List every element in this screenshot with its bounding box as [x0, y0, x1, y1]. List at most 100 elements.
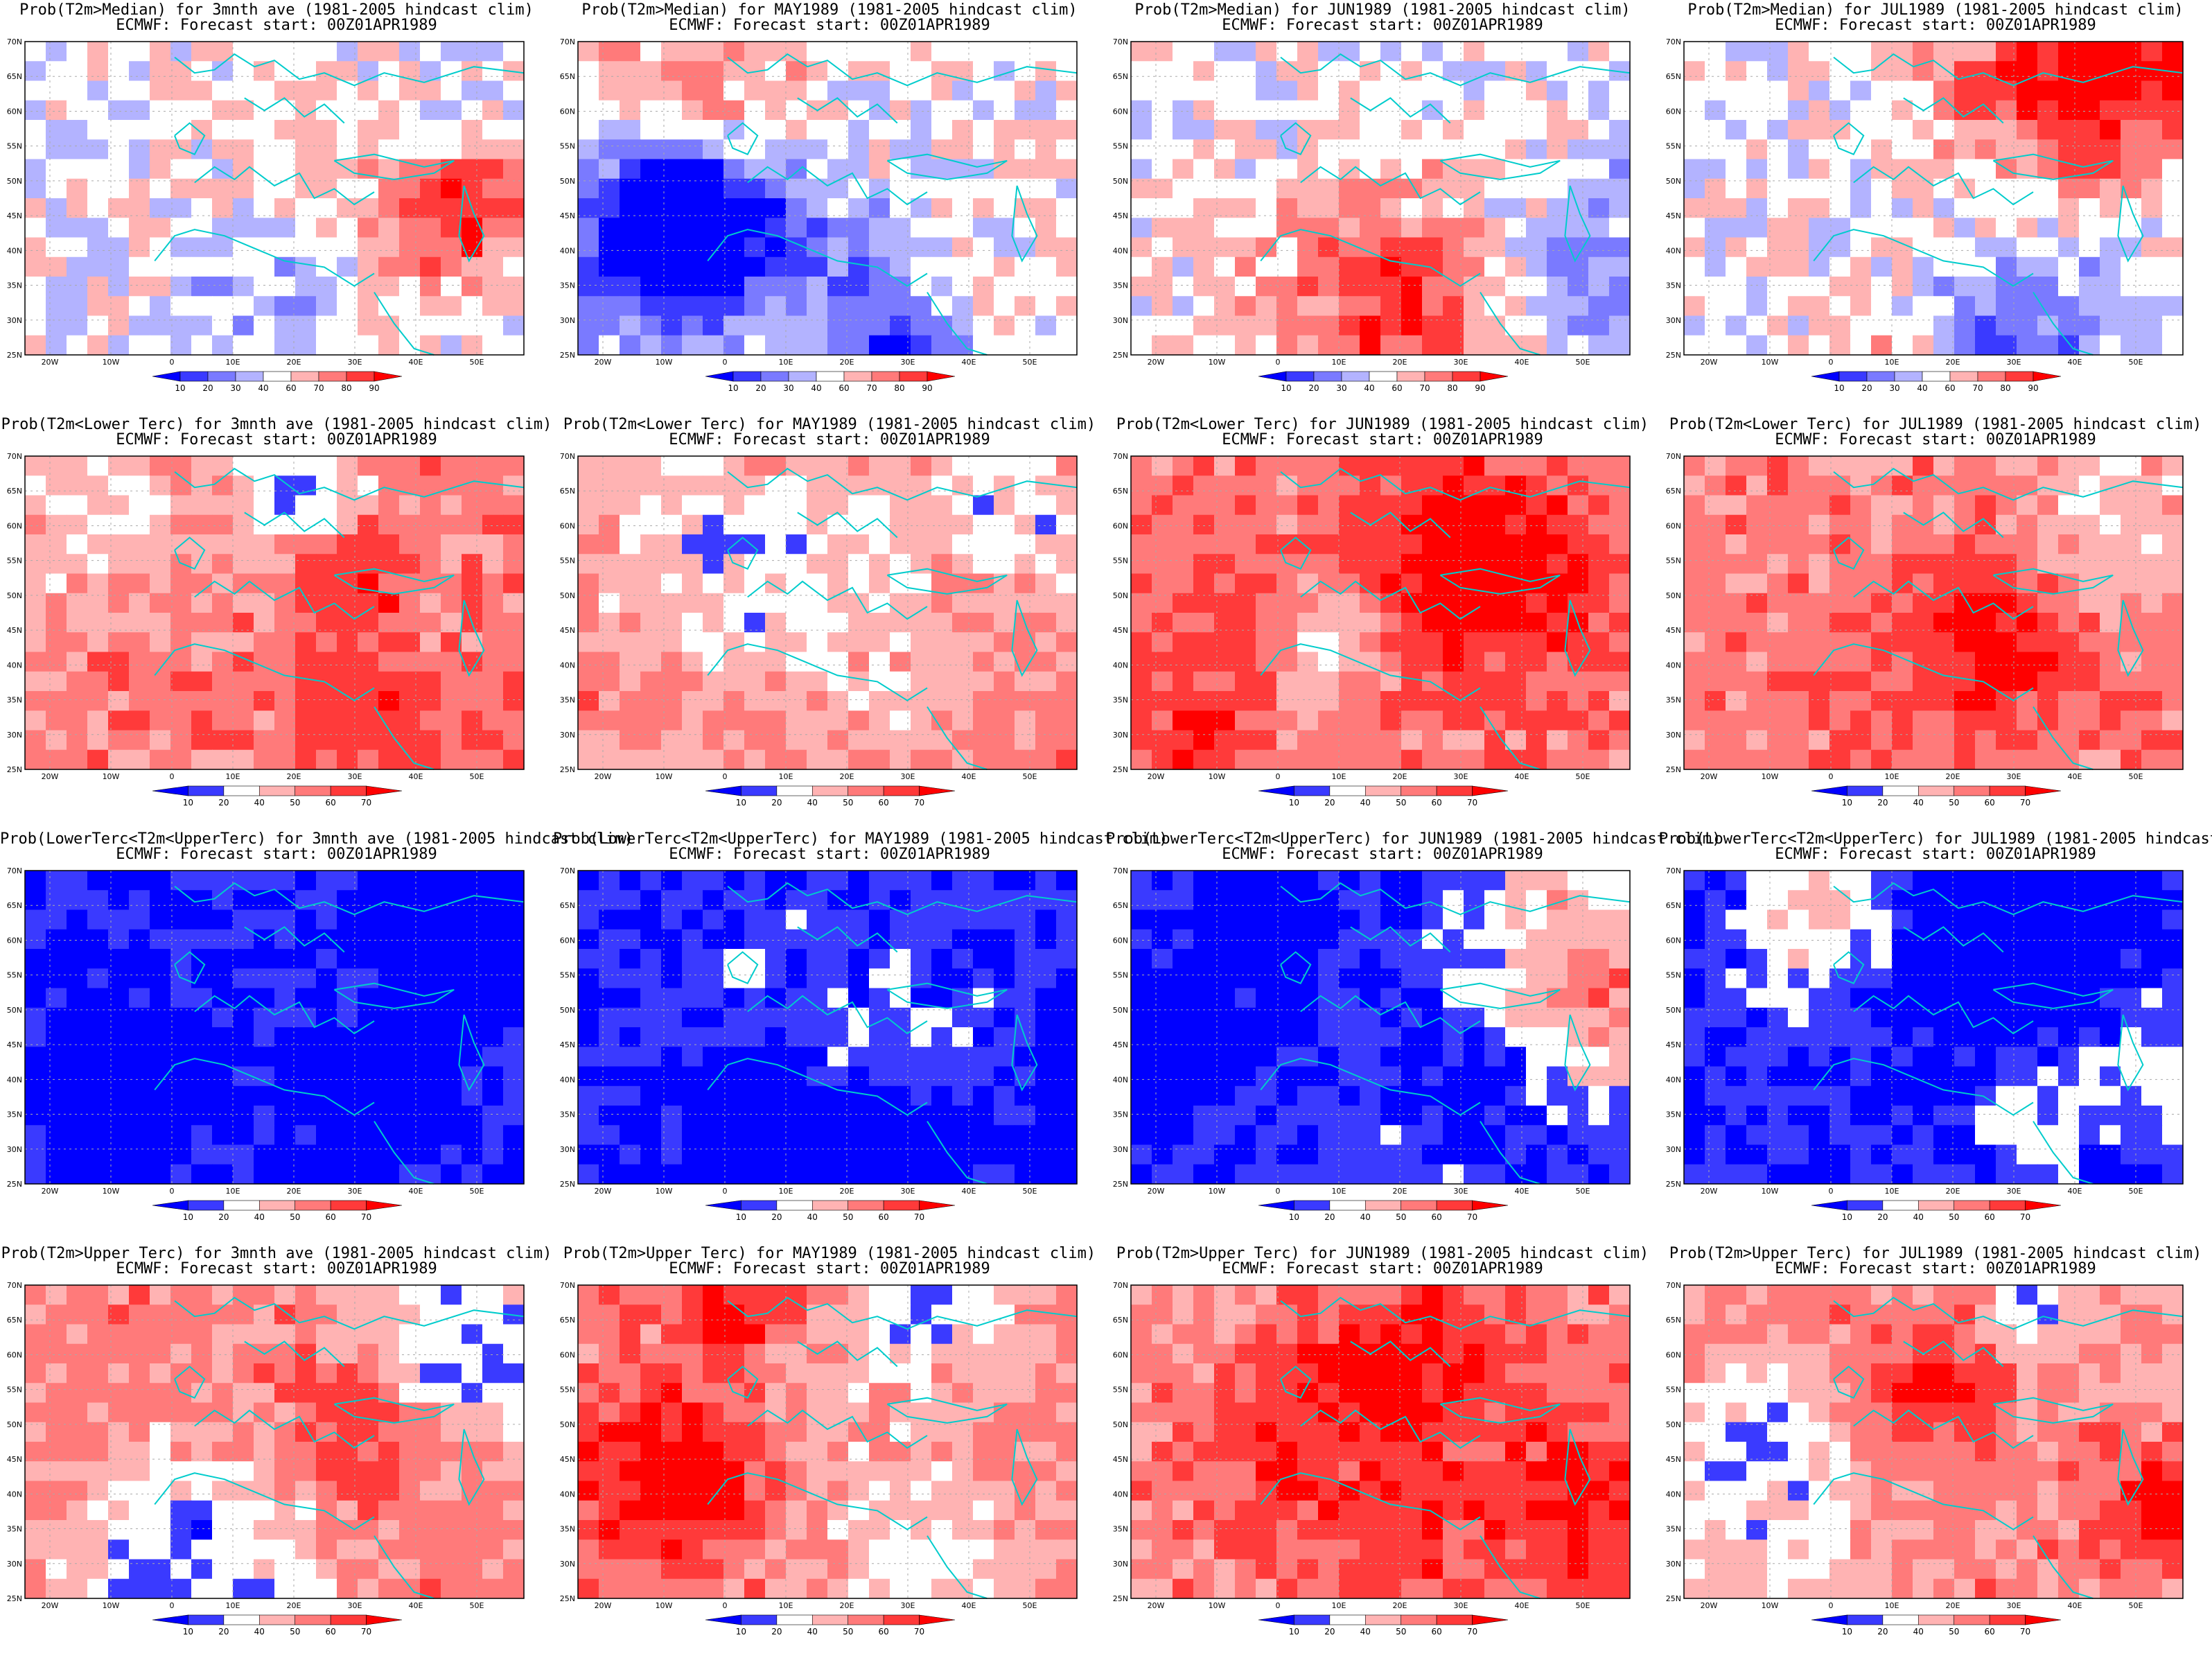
contour-cell [1360, 573, 1381, 594]
contour-cell [994, 871, 1015, 891]
contour-cell [931, 178, 953, 199]
contour-cell [1746, 514, 1768, 535]
contour-cell [441, 652, 462, 672]
contour-cell [129, 968, 150, 989]
contour-cell [1746, 256, 1768, 277]
contour-cell [2079, 554, 2100, 575]
contour-cell [46, 475, 67, 496]
contour-cell [599, 593, 620, 613]
contour-cell [911, 652, 932, 672]
contour-cell [1788, 335, 1809, 356]
contour-cell [1588, 968, 1610, 989]
contour-cell [441, 296, 462, 317]
contour-cell [807, 315, 828, 336]
contour-cell [1588, 100, 1610, 121]
contour-cell [129, 613, 150, 633]
contour-cell [1056, 256, 1078, 277]
contour-cell [994, 909, 1015, 930]
contour-cell [2058, 671, 2080, 692]
contour-cell [25, 968, 46, 989]
contour-cell [25, 1164, 46, 1185]
contour-cell [661, 100, 683, 121]
colorbar-label: 80 [341, 383, 351, 393]
contour-cell [1276, 691, 1298, 711]
contour-cell [1256, 534, 1277, 555]
contour-cell [786, 871, 807, 891]
contour-cell [1588, 120, 1610, 140]
contour-cell [869, 514, 890, 535]
contour-cell [1015, 871, 1036, 891]
contour-cell [1339, 593, 1360, 613]
contour-cell [578, 988, 599, 1009]
colorbar-segment [1258, 371, 1287, 382]
contour-cell [1829, 256, 1851, 277]
contour-cell [640, 890, 662, 911]
contour-cell [1401, 909, 1423, 930]
lon-tick-label: 20W [1701, 772, 1718, 781]
contour-cell [2141, 277, 2163, 297]
contour-cell [1173, 890, 1194, 911]
contour-cell [2037, 671, 2059, 692]
contour-cell [25, 315, 46, 336]
contour-cell [420, 1106, 441, 1126]
contour-cell [640, 1027, 662, 1047]
contour-cell [1297, 198, 1319, 218]
contour-cell [1401, 80, 1423, 101]
contour-cell [1767, 671, 1789, 692]
contour-cell [1380, 1066, 1402, 1087]
contour-cell [1850, 534, 1872, 555]
contour-cell [703, 120, 724, 140]
contour-cell [1609, 749, 1631, 770]
lon-tick-label: 20E [1393, 358, 1407, 367]
contour-cell [620, 218, 641, 238]
contour-cell [482, 218, 504, 238]
contour-cell [212, 671, 234, 692]
contour-cell [869, 1066, 890, 1087]
contour-cell [952, 968, 974, 989]
contour-cell [1464, 1027, 1485, 1047]
contour-cell [1256, 218, 1277, 238]
contour-cell [233, 593, 254, 613]
contour-cell [1547, 691, 1568, 711]
contour-cell [1547, 730, 1568, 751]
contour-cell [337, 256, 358, 277]
contour-cell [994, 534, 1015, 555]
contour-cell [1131, 1066, 1152, 1087]
contour-cell [482, 315, 504, 336]
contour-cell [661, 593, 683, 613]
contour-cell [108, 1027, 130, 1047]
contour-cell [1746, 871, 1768, 891]
contour-cell [952, 1106, 974, 1126]
contour-cell [2037, 159, 2059, 180]
contour-cell [994, 652, 1015, 672]
contour-cell [744, 1047, 766, 1067]
panel-subtitle: ECMWF: Forecast start: 00Z01APR1989 [116, 431, 437, 448]
contour-cell [1015, 749, 1036, 770]
contour-cell [1975, 652, 1996, 672]
contour-cell [911, 749, 932, 770]
contour-cell [1705, 710, 1726, 731]
contour-cell [2079, 671, 2100, 692]
contour-cell [1276, 237, 1298, 258]
contour-cell [682, 120, 703, 140]
contour-cell [399, 139, 421, 160]
contour-cell [931, 749, 953, 770]
contour-cell [399, 335, 421, 356]
contour-cell [1297, 652, 1319, 672]
contour-cell [1746, 475, 1768, 496]
lat-tick-label: 35N [1666, 281, 1681, 290]
contour-cell [1609, 1106, 1631, 1126]
contour-cell [1788, 475, 1809, 496]
contour-cell [503, 730, 525, 751]
contour-cell [295, 1066, 317, 1087]
contour-cell [170, 277, 192, 297]
contour-cell [233, 198, 254, 218]
contour-cell [1256, 871, 1277, 891]
contour-cell [274, 178, 296, 199]
contour-cell [295, 1164, 317, 1185]
contour-cell [827, 909, 849, 930]
contour-cell [890, 139, 911, 160]
contour-cell [640, 218, 662, 238]
contour-cell [931, 1007, 953, 1028]
contour-cell [1788, 573, 1809, 594]
